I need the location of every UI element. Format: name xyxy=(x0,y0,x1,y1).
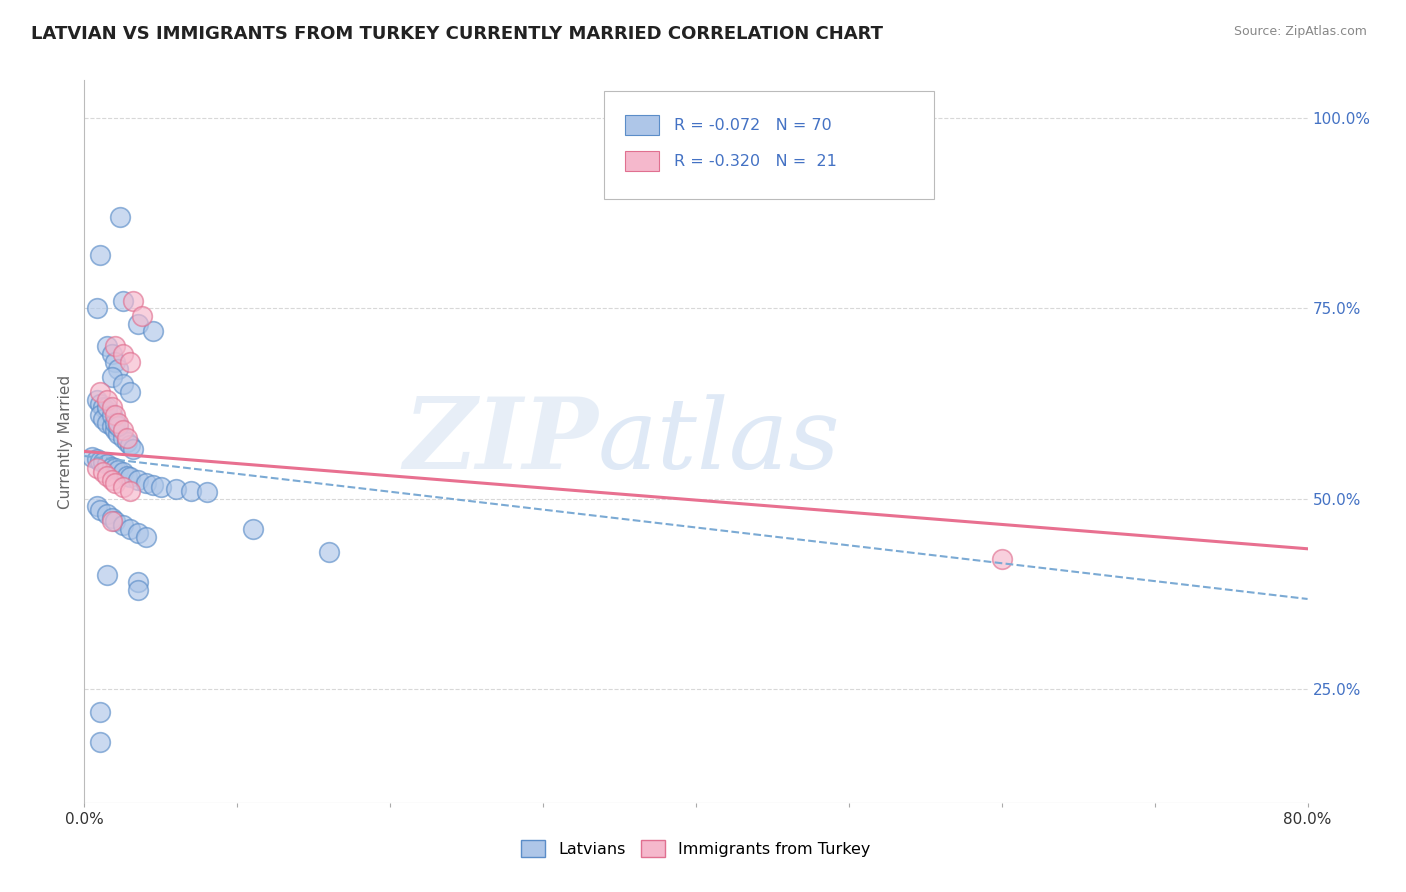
Bar xyxy=(626,115,659,136)
FancyBboxPatch shape xyxy=(605,91,935,200)
Point xyxy=(86,499,108,513)
Point xyxy=(101,515,124,529)
Point xyxy=(101,419,124,434)
Point xyxy=(89,735,111,749)
Point xyxy=(120,385,142,400)
Point xyxy=(120,354,142,368)
Point xyxy=(104,408,127,422)
Point xyxy=(127,473,149,487)
Text: R = -0.320   N =  21: R = -0.320 N = 21 xyxy=(673,153,837,169)
Point xyxy=(101,401,124,415)
Point xyxy=(89,503,111,517)
Point xyxy=(111,480,134,494)
Point xyxy=(107,419,129,434)
Point xyxy=(131,309,153,323)
Point xyxy=(111,431,134,445)
Point xyxy=(104,515,127,529)
Point xyxy=(127,575,149,590)
Point xyxy=(111,423,134,437)
Y-axis label: Currently Married: Currently Married xyxy=(58,375,73,508)
Point xyxy=(111,293,134,308)
Point xyxy=(111,465,134,479)
Point xyxy=(89,453,111,467)
Point xyxy=(86,452,108,467)
Point xyxy=(149,480,172,494)
Point xyxy=(91,411,114,425)
Point xyxy=(96,416,118,430)
Point xyxy=(80,450,103,464)
Point xyxy=(135,476,157,491)
Point xyxy=(122,293,145,308)
Point xyxy=(107,416,129,430)
Point xyxy=(107,463,129,477)
Point xyxy=(107,426,129,441)
Point xyxy=(104,416,127,430)
Point xyxy=(101,473,124,487)
Point xyxy=(89,248,111,262)
Point xyxy=(104,461,127,475)
Point xyxy=(120,470,142,484)
Point xyxy=(127,582,149,597)
Point xyxy=(96,507,118,521)
Point xyxy=(120,438,142,452)
Point xyxy=(101,459,124,474)
Text: R = -0.072   N = 70: R = -0.072 N = 70 xyxy=(673,118,832,133)
Point xyxy=(104,476,127,491)
Point xyxy=(107,362,129,376)
Point xyxy=(195,485,218,500)
Point xyxy=(111,518,134,533)
Point xyxy=(101,347,124,361)
Point xyxy=(142,478,165,492)
Point xyxy=(165,483,187,497)
Point xyxy=(104,423,127,437)
Point xyxy=(135,530,157,544)
Bar xyxy=(626,151,659,171)
Point xyxy=(96,401,118,415)
Point xyxy=(111,347,134,361)
Point xyxy=(180,483,202,498)
Point xyxy=(86,301,108,316)
Point xyxy=(120,483,142,498)
Point xyxy=(127,525,149,540)
Point xyxy=(101,370,124,384)
Point xyxy=(104,339,127,353)
Point xyxy=(115,431,138,445)
Point xyxy=(111,377,134,392)
Point xyxy=(96,458,118,472)
Text: Source: ZipAtlas.com: Source: ZipAtlas.com xyxy=(1233,25,1367,38)
Point xyxy=(96,404,118,418)
Point xyxy=(86,461,108,475)
Point xyxy=(115,434,138,449)
Point xyxy=(91,465,114,479)
Point xyxy=(96,567,118,582)
Point xyxy=(96,468,118,483)
Point xyxy=(318,545,340,559)
Point xyxy=(991,552,1014,566)
Point xyxy=(89,396,111,410)
Point xyxy=(142,324,165,338)
Text: LATVIAN VS IMMIGRANTS FROM TURKEY CURRENTLY MARRIED CORRELATION CHART: LATVIAN VS IMMIGRANTS FROM TURKEY CURREN… xyxy=(31,25,883,43)
Text: atlas: atlas xyxy=(598,394,841,489)
Point xyxy=(96,339,118,353)
Legend: Latvians, Immigrants from Turkey: Latvians, Immigrants from Turkey xyxy=(515,834,877,863)
Point xyxy=(120,522,142,536)
Point xyxy=(101,408,124,422)
Point xyxy=(91,401,114,415)
Point xyxy=(86,392,108,407)
Point xyxy=(89,408,111,422)
Point xyxy=(115,468,138,483)
Point xyxy=(89,705,111,719)
Point xyxy=(104,354,127,368)
Point xyxy=(101,510,124,524)
Point xyxy=(91,455,114,469)
Point xyxy=(96,392,118,407)
Point xyxy=(108,210,131,224)
Text: ZIP: ZIP xyxy=(404,393,598,490)
Point xyxy=(89,385,111,400)
Point xyxy=(242,522,264,536)
Point xyxy=(122,442,145,457)
Point xyxy=(127,317,149,331)
